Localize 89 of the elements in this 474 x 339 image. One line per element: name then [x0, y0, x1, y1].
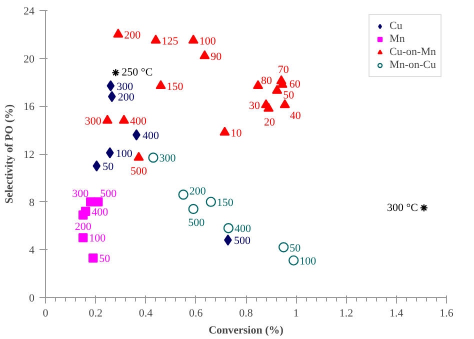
annotation: 300 [72, 188, 90, 200]
x-tick-label: 0.6 [189, 308, 204, 320]
point [272, 84, 282, 94]
y-axis-title: Selectivity of PO (%) [4, 104, 16, 204]
point [280, 99, 290, 108]
y-tick-label: 0 [29, 292, 35, 304]
point [148, 152, 158, 163]
annotation: 100 [116, 148, 133, 160]
x-tick-label: 1.6 [440, 308, 454, 320]
point [220, 126, 230, 136]
point [118, 114, 130, 124]
x-tick-label: 0.2 [88, 308, 102, 320]
point [134, 152, 144, 161]
x-tick-label: 0.8 [239, 308, 254, 320]
annotation: 200 [189, 186, 206, 198]
annotation: 200 [118, 92, 135, 104]
point [288, 255, 299, 266]
annotation: 200 [74, 220, 92, 233]
annotation: 400 [234, 223, 252, 236]
annotation: 50 [99, 253, 111, 266]
annotation: 400 [130, 116, 147, 128]
legend-label: Mn-on-Cu [390, 59, 436, 71]
x-tick-label: 1.4 [390, 308, 404, 320]
annotation: 70 [278, 64, 290, 76]
point [206, 196, 216, 207]
annotation: 500 [188, 217, 206, 230]
point [113, 28, 124, 38]
point [108, 91, 116, 102]
annotation: 250 °C [122, 66, 153, 79]
point [188, 34, 198, 44]
annotation: 100 [300, 255, 317, 268]
annotation: 60 [289, 78, 301, 91]
point [94, 197, 103, 206]
legend-label: Cu [390, 20, 404, 32]
y-tick-label: 16 [24, 101, 35, 114]
annotation: 20 [264, 116, 276, 129]
point [88, 253, 98, 263]
annotation: 80 [261, 74, 273, 87]
annotation: 90 [210, 50, 222, 63]
point [223, 223, 234, 234]
point [102, 114, 113, 124]
x-tick-label: 0.4 [138, 308, 154, 320]
annotation: 100 [199, 35, 216, 48]
y-tick-label: 20 [24, 53, 35, 66]
legend-label: Cu-on-Mn [390, 46, 436, 58]
y-tick-label: 12 [24, 149, 34, 161]
annotation: 50 [283, 90, 295, 102]
point [278, 242, 289, 252]
annotation: 150 [216, 196, 234, 209]
point [200, 50, 210, 60]
annotation: 500 [130, 166, 148, 178]
y-tick-label: 4 [29, 244, 35, 257]
point [156, 80, 166, 90]
annotation: 500 [234, 235, 251, 248]
annotation: 300 °C [386, 202, 418, 214]
point [78, 233, 88, 242]
annotation: 50 [102, 160, 114, 173]
point [276, 75, 286, 84]
point [252, 80, 264, 90]
annotation: 400 [92, 206, 109, 218]
annotation: 50 [290, 242, 302, 254]
annotation: 10 [230, 127, 242, 140]
annotation: 500 [100, 188, 118, 200]
x-axis-title: Conversion (%) [208, 324, 284, 336]
point [420, 204, 428, 212]
annotation: 300 [84, 116, 102, 128]
point [81, 206, 90, 216]
legend-label: Mn [390, 33, 406, 45]
x-tick-label: 1 [293, 308, 299, 320]
point [188, 204, 198, 214]
point [178, 190, 188, 200]
point [150, 34, 161, 44]
annotation: 200 [124, 29, 142, 42]
point [92, 160, 101, 172]
y-tick-label: 24 [24, 6, 35, 18]
point [106, 80, 115, 92]
point [112, 68, 120, 77]
x-tick-label: 1.2 [339, 308, 354, 320]
annotation: 125 [162, 35, 179, 48]
y-tick-label: 8 [29, 196, 35, 209]
annotation: 300 [116, 80, 134, 93]
annotation: 300 [159, 152, 176, 165]
point [106, 147, 114, 158]
annotation: 30 [249, 100, 261, 112]
annotation: 40 [290, 110, 302, 122]
annotation: 400 [142, 130, 160, 142]
x-tick-label: 0 [42, 308, 49, 320]
annotation: 100 [89, 232, 106, 245]
annotation: 150 [166, 80, 184, 93]
